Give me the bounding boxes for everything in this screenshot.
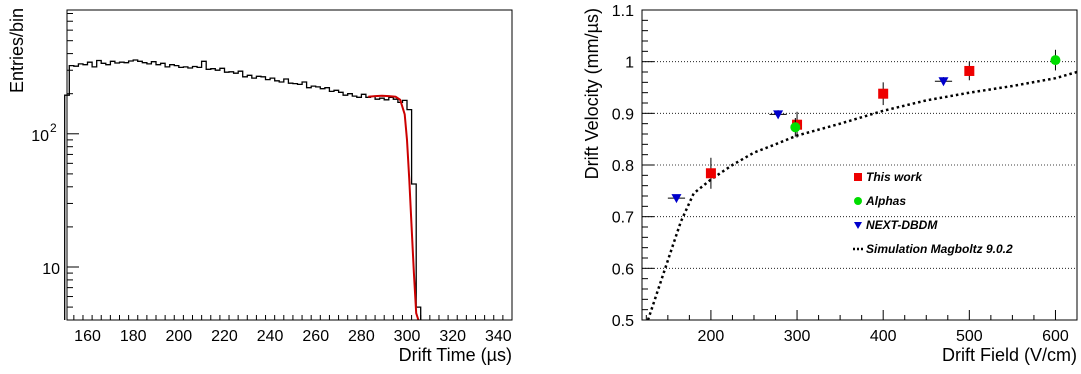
histogram-x-tick-label: 180: [120, 328, 147, 345]
data-point-alphas: [1050, 55, 1061, 66]
legend-label: This work: [866, 170, 923, 184]
velocity-y-tick-label: 0.6: [612, 261, 634, 278]
data-point-next-dbdm: [671, 194, 682, 204]
legend-circle-icon: [854, 197, 862, 205]
velocity-y-tick-label: 0.9: [612, 106, 634, 123]
histogram-y-tick-label: 10: [31, 128, 49, 145]
histogram-x-tick-label: 200: [165, 328, 192, 345]
histogram-x-tick-label: 340: [485, 328, 512, 345]
velocity-x-tick-label: 500: [956, 328, 983, 345]
velocity-legend: This work Alphas NEXT-DBDM Simulation Magbo…: [853, 170, 1013, 256]
velocity-y-tick-label: 0.8: [612, 158, 634, 175]
histogram-x-tick-label: 260: [302, 328, 329, 345]
legend-label: Simulation Magboltz 9.0.2: [866, 242, 1013, 256]
histogram-frame: [66, 9, 513, 321]
histogram-steps: [64, 59, 422, 320]
velocity-x-tick-label: 400: [870, 328, 897, 345]
velocity-y-tick-label: 1: [625, 55, 634, 72]
data-point-next-dbdm: [938, 77, 949, 87]
drift-velocity-panel: 200 300 400 500 600 0.5 0.6 0.7 0.8 0.9 1 1.1 This …: [582, 3, 1078, 365]
histogram-x-tick-label: 300: [394, 328, 421, 345]
velocity-y-tick-label: 0.7: [612, 210, 634, 227]
legend-square-icon: [854, 173, 862, 181]
velocity-x-tick-label: 300: [784, 328, 811, 345]
velocity-x-axis-title: Drift Field (V/cm): [942, 345, 1077, 365]
simulation-curve: [646, 70, 1078, 321]
velocity-plot-area: [646, 49, 1078, 321]
data-point-this-work: [705, 168, 716, 179]
velocity-y-tick-label: 0.5: [612, 313, 634, 330]
data-point-next-dbdm: [773, 110, 784, 120]
histogram-fit-curve: [368, 94, 420, 321]
data-point-this-work: [878, 88, 889, 99]
histogram-x-tick-label: 240: [257, 328, 284, 345]
velocity-y-tick-label: 1.1: [612, 3, 634, 20]
legend-label: NEXT-DBDM: [866, 218, 938, 232]
histogram-plot-area: [64, 59, 422, 321]
histogram-x-tick-label: 320: [439, 328, 466, 345]
histogram-x-tick-label: 220: [211, 328, 238, 345]
velocity-grid: [642, 61, 1077, 269]
histogram-x-axis-title: Drift Time (µs): [399, 345, 512, 365]
data-point-this-work: [964, 65, 975, 76]
histogram-y-tick-label: 10: [42, 261, 60, 278]
legend-label: Alphas: [865, 194, 906, 208]
velocity-y-axis-title: Drift Velocity (mm/µs): [582, 8, 602, 179]
velocity-x-tick-label: 200: [698, 328, 725, 345]
histogram-y-tick-exponent: 2: [50, 121, 57, 135]
data-point-alphas: [790, 122, 801, 133]
histogram-x-tick-label: 160: [74, 328, 101, 345]
velocity-x-tick-label: 600: [1042, 328, 1069, 345]
legend-triangle-icon: [854, 222, 862, 229]
histogram-x-tick-label: 280: [348, 328, 375, 345]
histogram-y-axis-title: Entries/bin: [7, 8, 27, 93]
velocity-axes: 200 300 400 500 600 0.5 0.6 0.7 0.8 0.9 1 1.1: [612, 3, 1078, 345]
